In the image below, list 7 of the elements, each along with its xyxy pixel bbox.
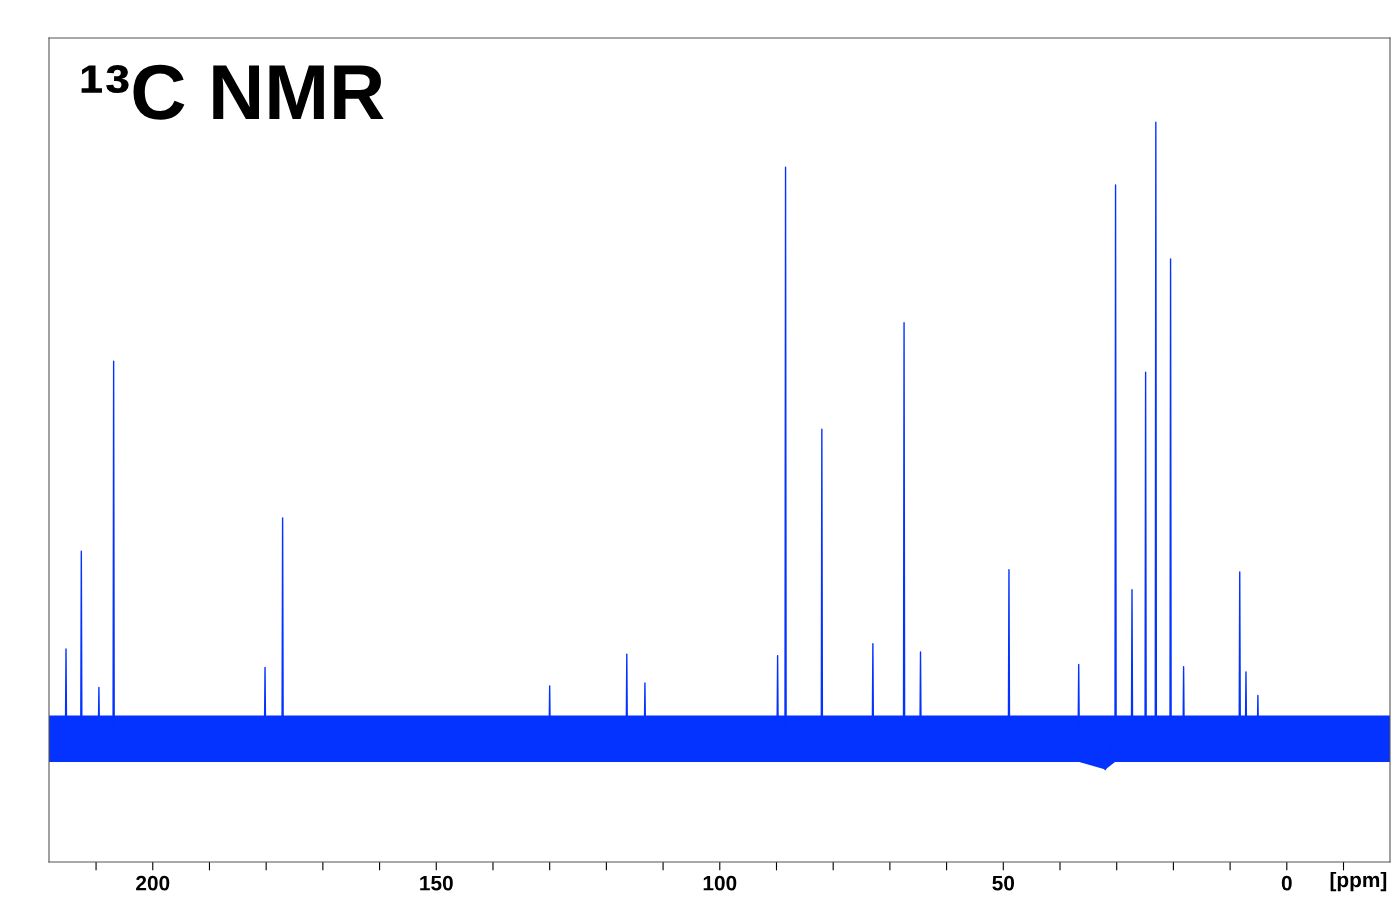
x-tick-label: 50 bbox=[992, 875, 1015, 891]
x-tick-label: 0 bbox=[1281, 875, 1292, 891]
x-tick-label: 150 bbox=[420, 875, 453, 891]
x-tick-label: 100 bbox=[703, 875, 737, 891]
chart-title: ¹³C NMR bbox=[81, 64, 384, 120]
x-axis-title: [ppm] bbox=[1330, 871, 1387, 892]
x-tick-label: 200 bbox=[136, 875, 170, 891]
